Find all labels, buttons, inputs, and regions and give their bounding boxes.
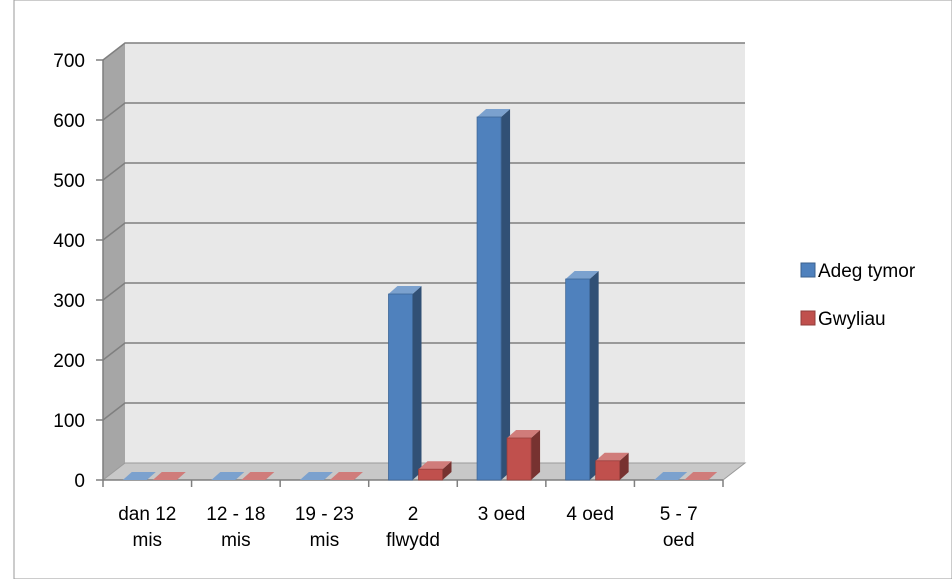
gridline <box>102 282 745 301</box>
bar-gwyliau <box>152 472 186 480</box>
legend-label: Gwyliau <box>818 309 886 330</box>
gridline <box>102 402 745 421</box>
gridline <box>102 162 745 181</box>
y-tick-label: 400 <box>53 231 85 252</box>
x-category-label: 19 - 23 mis <box>295 504 354 551</box>
gridline <box>102 342 745 361</box>
side-wall <box>103 43 125 480</box>
x-category-label: 4 oed <box>566 504 614 525</box>
legend: Adeg tymor Gwyliau <box>800 261 916 330</box>
y-tick-label: 500 <box>53 171 85 192</box>
bar-adeg-tymor <box>211 472 245 480</box>
x-category-label: 3 oed <box>478 504 526 525</box>
gridline <box>102 222 745 241</box>
y-tick-label: 600 <box>53 111 85 132</box>
y-tick-label: 700 <box>53 51 85 72</box>
chart-walls <box>101 43 747 481</box>
legend-label: Adeg tymor <box>818 261 916 282</box>
back-wall <box>125 43 745 463</box>
x-category-label: dan 12 mis <box>118 504 176 551</box>
y-tick-label: 0 <box>74 471 85 492</box>
bar-adeg-tymor <box>388 286 422 481</box>
x-category-label: 5 - 7 oed <box>660 504 698 551</box>
gridline <box>102 102 745 121</box>
y-tick-label: 100 <box>53 411 85 432</box>
gridline <box>102 42 745 61</box>
y-axis-tick-labels: 0 100 200 300 400 500 600 700 <box>53 51 85 492</box>
bar-gwyliau <box>418 461 452 481</box>
y-tick-label: 300 <box>53 291 85 312</box>
x-category-label: 12 - 18 mis <box>206 504 265 551</box>
bar-gwyliau <box>241 472 275 480</box>
bar-gwyliau <box>506 430 541 481</box>
bars <box>122 109 718 481</box>
bar-gwyliau <box>595 452 629 481</box>
legend-swatch <box>800 310 816 326</box>
bar-adeg-tymor <box>122 472 156 480</box>
bar-adeg-tymor <box>476 109 511 481</box>
bar-gwyliau <box>329 472 363 480</box>
bar-adeg-tymor <box>565 271 599 481</box>
y-tick-label: 200 <box>53 351 85 372</box>
bar-adeg-tymor <box>654 472 688 480</box>
bar-gwyliau <box>684 472 718 480</box>
x-axis-category-labels: dan 12 mis 12 - 18 mis 19 - 23 mis 2 flwydd 3 oe… <box>118 504 698 551</box>
bar-adeg-tymor <box>299 472 333 480</box>
legend-swatch <box>800 262 816 278</box>
x-category-label: 2 flwydd <box>386 504 440 551</box>
gridlines <box>102 42 745 421</box>
